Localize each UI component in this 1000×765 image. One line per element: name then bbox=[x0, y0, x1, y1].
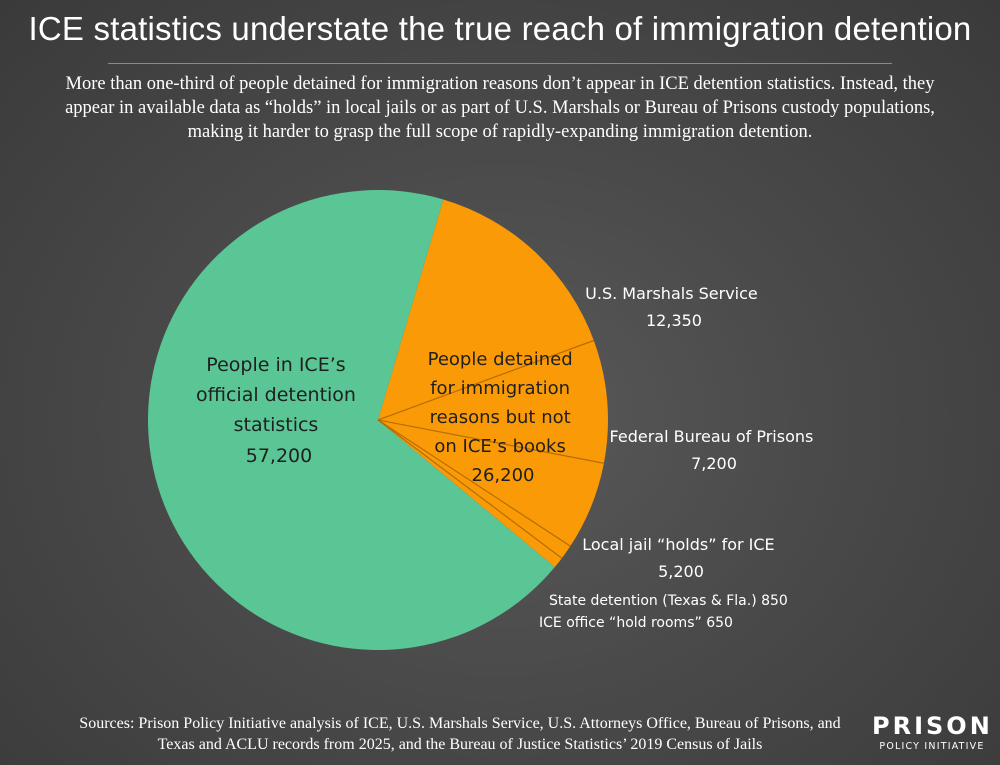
chart-subtitle: More than one-third of people detained f… bbox=[65, 74, 935, 142]
group-slice-label: People detained for immigration reasons … bbox=[428, 349, 579, 486]
holdrooms-label: ICE office “hold rooms” 650 bbox=[539, 615, 733, 631]
ice-slice bbox=[148, 189, 555, 650]
divider-line-3 bbox=[377, 419, 571, 547]
marshals-label-name: U.S. Marshals Service bbox=[585, 284, 758, 303]
ice-label-line-3: statistics bbox=[234, 414, 319, 436]
ice-slice-label: People in ICE’s official detention stati… bbox=[196, 354, 362, 467]
chart-title: ICE statistics understate the true reach… bbox=[28, 10, 972, 47]
group-label-line-1: People detained bbox=[428, 349, 573, 370]
sources-note: Sources: Prison Policy Initiative analys… bbox=[79, 715, 841, 753]
logo-line-2: POLICY INITIATIVE bbox=[879, 741, 985, 752]
group-label-value: 26,200 bbox=[472, 465, 535, 486]
group-label-line-4: on ICE’s books bbox=[434, 436, 565, 457]
divider-line-4 bbox=[377, 419, 563, 559]
slice-dividers bbox=[377, 339, 605, 559]
title-divider bbox=[108, 63, 892, 64]
group-label-line-3: reasons but not bbox=[430, 407, 571, 428]
bop-label-name: Federal Bureau of Prisons bbox=[610, 427, 814, 446]
state-detention-slice bbox=[378, 420, 571, 559]
group-label-line-2: for immigration bbox=[430, 378, 570, 399]
pie-slices bbox=[148, 189, 609, 650]
divider-line-1 bbox=[377, 339, 595, 421]
ice-label-line-1: People in ICE’s bbox=[206, 354, 345, 376]
divider-line-2 bbox=[377, 419, 605, 464]
bop-label-value: 7,200 bbox=[691, 454, 737, 473]
jail-label-value: 5,200 bbox=[658, 562, 704, 581]
prison-policy-logo: PRISON POLICY INITIATIVE bbox=[872, 712, 992, 754]
marshals-label-value: 12,350 bbox=[646, 311, 702, 330]
marshals-label: U.S. Marshals Service 12,350 bbox=[585, 284, 763, 330]
jail-holds-slice bbox=[378, 420, 604, 547]
bop-slice bbox=[378, 340, 609, 464]
marshals-slice bbox=[378, 199, 594, 420]
jail-label-name: Local jail “holds” for ICE bbox=[582, 535, 774, 554]
logo-line-1: PRISON bbox=[872, 712, 993, 740]
hold-rooms-slice bbox=[378, 420, 562, 568]
jail-label: Local jail “holds” for ICE 5,200 bbox=[582, 535, 780, 581]
bop-label: Federal Bureau of Prisons 7,200 bbox=[610, 427, 819, 473]
state-label: State detention (Texas & Fla.) 850 bbox=[549, 593, 788, 609]
ice-label-value: 57,200 bbox=[246, 445, 312, 467]
ice-label-line-2: official detention bbox=[196, 384, 356, 406]
